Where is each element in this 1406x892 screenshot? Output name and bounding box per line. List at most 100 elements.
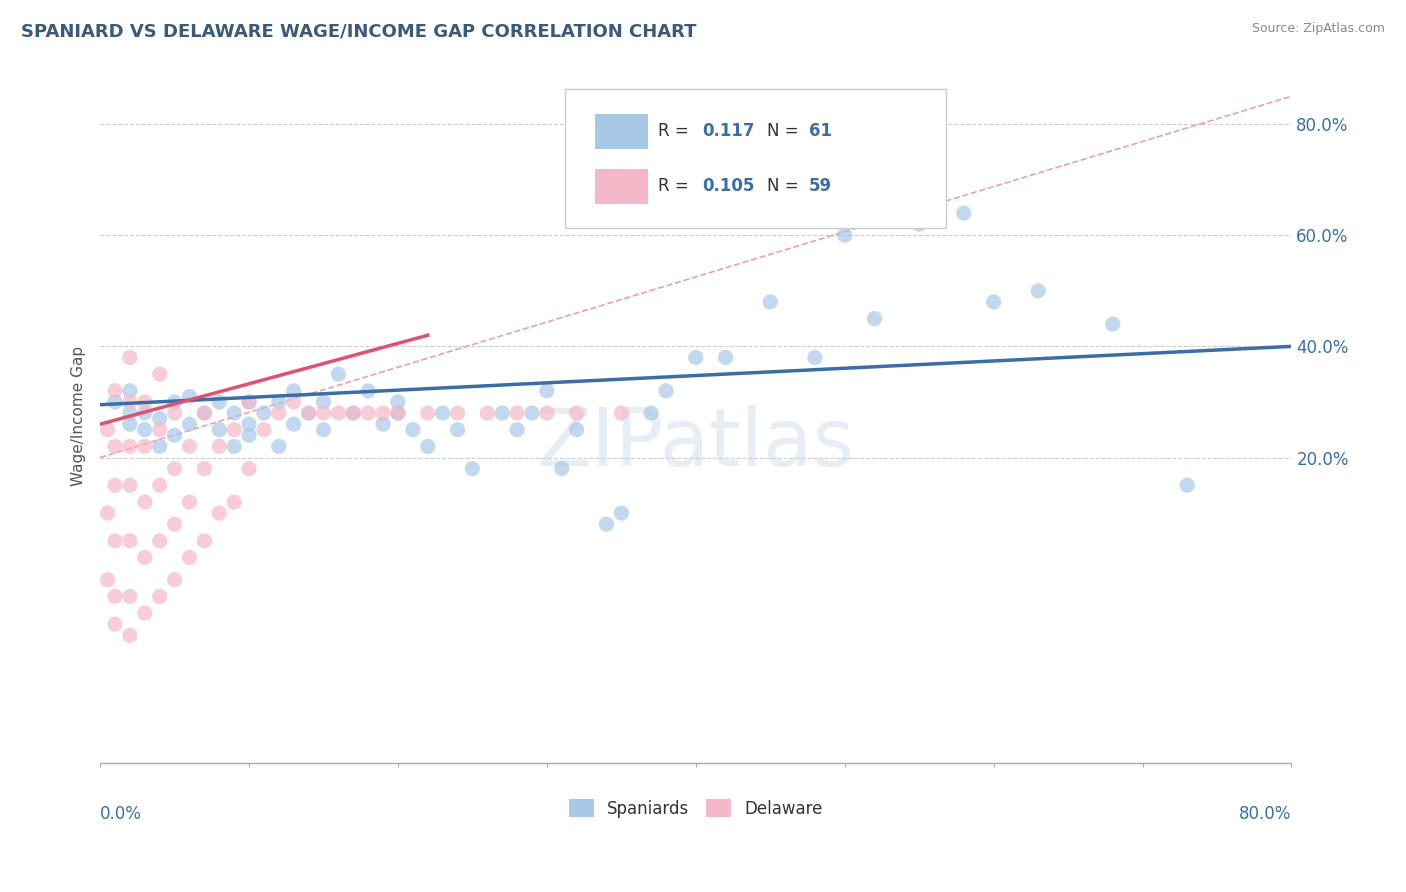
Point — [610, 506, 633, 520]
Point — [477, 406, 499, 420]
Point — [506, 406, 529, 420]
Text: R =: R = — [658, 122, 693, 140]
Point — [297, 406, 319, 420]
Text: SPANIARD VS DELAWARE WAGE/INCOME GAP CORRELATION CHART: SPANIARD VS DELAWARE WAGE/INCOME GAP COR… — [21, 22, 696, 40]
Point — [565, 406, 588, 420]
Point — [491, 406, 513, 420]
Point — [565, 423, 588, 437]
Y-axis label: Wage/Income Gap: Wage/Income Gap — [72, 346, 86, 486]
Point — [267, 406, 290, 420]
Point — [134, 395, 156, 409]
Point — [118, 406, 141, 420]
Point — [402, 423, 425, 437]
Point — [179, 439, 201, 453]
Point — [208, 395, 231, 409]
Point — [179, 495, 201, 509]
Point — [953, 206, 976, 220]
Point — [595, 517, 617, 532]
Point — [267, 439, 290, 453]
Text: R =: R = — [658, 178, 693, 195]
Point — [134, 423, 156, 437]
Point — [134, 606, 156, 620]
Point — [520, 406, 543, 420]
Point — [983, 294, 1005, 309]
Point — [238, 395, 260, 409]
Point — [163, 406, 186, 420]
Point — [118, 384, 141, 398]
Text: 0.117: 0.117 — [702, 122, 754, 140]
Point — [804, 351, 827, 365]
Legend: Spaniards, Delaware: Spaniards, Delaware — [562, 793, 830, 824]
Text: N =: N = — [768, 178, 804, 195]
Point — [238, 461, 260, 475]
Point — [506, 423, 529, 437]
Point — [118, 439, 141, 453]
Point — [104, 395, 127, 409]
Point — [863, 311, 886, 326]
Point — [149, 478, 172, 492]
Point — [118, 478, 141, 492]
Point — [371, 417, 394, 432]
Point — [655, 384, 678, 398]
Text: 0.105: 0.105 — [702, 178, 754, 195]
Point — [387, 406, 409, 420]
Point — [387, 406, 409, 420]
Point — [134, 550, 156, 565]
Point — [118, 351, 141, 365]
Point — [104, 439, 127, 453]
Point — [834, 228, 856, 243]
Point — [416, 406, 439, 420]
Point — [193, 406, 215, 420]
Point — [149, 439, 172, 453]
Point — [536, 406, 558, 420]
FancyBboxPatch shape — [595, 169, 648, 203]
Point — [328, 406, 350, 420]
Point — [328, 367, 350, 381]
Point — [208, 423, 231, 437]
Point — [118, 533, 141, 548]
Point — [536, 384, 558, 398]
Point — [118, 417, 141, 432]
Point — [446, 406, 468, 420]
Point — [224, 406, 246, 420]
Point — [238, 395, 260, 409]
Point — [134, 406, 156, 420]
Point — [149, 590, 172, 604]
Point — [1026, 284, 1049, 298]
Point — [104, 617, 127, 632]
Point — [267, 395, 290, 409]
Point — [208, 439, 231, 453]
Point — [371, 406, 394, 420]
Point — [118, 628, 141, 642]
Point — [416, 439, 439, 453]
Point — [224, 439, 246, 453]
Point — [163, 573, 186, 587]
Text: 0.0%: 0.0% — [100, 805, 142, 822]
Point — [312, 395, 335, 409]
Point — [118, 590, 141, 604]
Point — [208, 506, 231, 520]
Text: N =: N = — [768, 122, 804, 140]
Point — [238, 428, 260, 442]
Point — [342, 406, 364, 420]
Point — [149, 411, 172, 425]
Point — [163, 395, 186, 409]
Point — [253, 406, 276, 420]
Point — [312, 423, 335, 437]
Point — [640, 406, 662, 420]
Point — [179, 389, 201, 403]
Point — [387, 395, 409, 409]
Point — [461, 461, 484, 475]
Point — [97, 506, 120, 520]
Text: Source: ZipAtlas.com: Source: ZipAtlas.com — [1251, 22, 1385, 36]
Point — [238, 417, 260, 432]
Point — [357, 384, 380, 398]
Point — [104, 478, 127, 492]
Point — [163, 461, 186, 475]
Point — [357, 406, 380, 420]
Point — [551, 461, 574, 475]
Point — [342, 406, 364, 420]
Point — [446, 423, 468, 437]
Point — [134, 495, 156, 509]
Point — [224, 423, 246, 437]
